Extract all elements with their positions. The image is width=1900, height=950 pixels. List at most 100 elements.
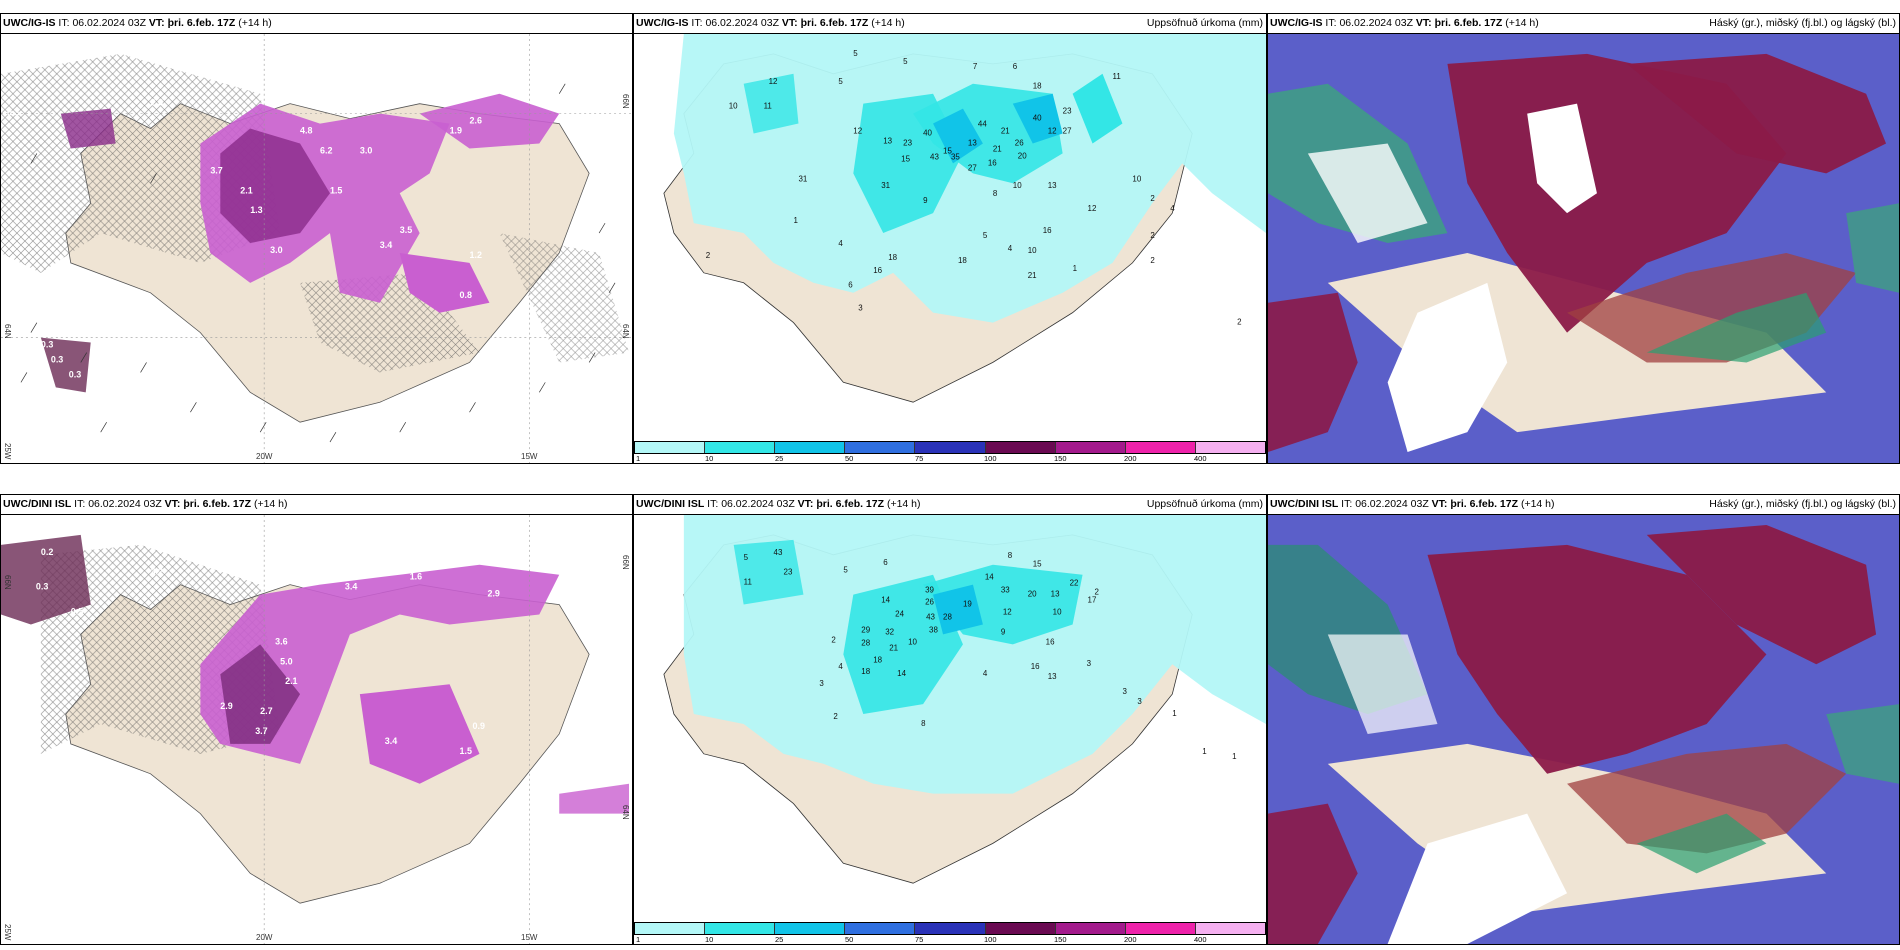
precip-value: 31 — [881, 181, 890, 190]
precip-value: 9 — [923, 196, 928, 205]
wind-value: 3.7 — [210, 165, 222, 175]
precip-value: 22 — [1070, 579, 1079, 588]
lat-label-66n-left: 66N — [3, 575, 12, 590]
precip-value: 10 — [1053, 608, 1062, 617]
precip-value: 40 — [923, 129, 932, 138]
precip-value: 28 — [861, 638, 870, 647]
header-bottom-clouds: UWC/DINI ISL IT: 06.02.2024 03Z VT: þri.… — [1268, 495, 1899, 515]
precip-value: 27 — [1063, 127, 1072, 136]
wind-value: 0.3 — [69, 369, 81, 379]
legend-tick: 25 — [775, 935, 784, 944]
legend-tick: 200 — [1124, 454, 1137, 463]
precip-value: 18 — [861, 667, 870, 676]
precip-value: 14 — [985, 573, 994, 582]
wind-value: 0.3 — [29, 718, 41, 728]
precip-value: 1 — [1172, 709, 1177, 718]
precip-value: 4 — [838, 239, 843, 248]
model-name: UWC/IG-IS — [636, 17, 689, 29]
lon-label-20w: 20W — [256, 933, 273, 942]
legend-tick: 10 — [705, 454, 714, 463]
precip-value: 43 — [774, 548, 783, 557]
precip-value: 16 — [1046, 637, 1055, 646]
precip-value: 4 — [1008, 244, 1013, 253]
header-bottom-wind: UWC/DINI ISL IT: 06.02.2024 03Z VT: þri.… — [1, 495, 632, 515]
precip-value: 7 — [973, 62, 978, 71]
precip-value: 3 — [819, 679, 824, 688]
precip-value: 15 — [1033, 560, 1042, 569]
wind-value: 0.5 — [71, 607, 83, 617]
it-label: IT: — [707, 498, 719, 510]
precip-value: 21 — [1028, 271, 1037, 280]
legend-swatch — [705, 442, 776, 453]
wind-value: 1.6 — [410, 572, 422, 582]
precip-value: 12 — [769, 77, 778, 86]
precip-value: 13 — [1048, 181, 1057, 190]
wind-value: 3.4 — [345, 582, 357, 592]
precip-value: 31 — [798, 174, 807, 183]
legend-swatch — [1125, 442, 1196, 453]
precip-value: 8 — [993, 189, 998, 198]
header-top-precip: UWC/IG-IS IT: 06.02.2024 03Z VT: þri. 6.… — [634, 14, 1266, 34]
panel-bottom-wind: UWC/DINI ISL IT: 06.02.2024 03Z VT: þri.… — [0, 494, 633, 945]
model-name: UWC/IG-IS — [3, 17, 56, 29]
map-top-precip[interactable]: 5 5 7 6 12 11 18 23 5 11 10 12 40 44 21 … — [634, 34, 1266, 441]
vt-value: þri. 6.feb. 17Z — [1434, 17, 1503, 29]
map-top-clouds[interactable] — [1268, 34, 1899, 463]
precip-value: 14 — [881, 596, 890, 605]
wind-value: 1.6 — [611, 595, 623, 605]
panel-top-precip: UWC/IG-IS IT: 06.02.2024 03Z VT: þri. 6.… — [633, 13, 1267, 464]
legend-swatch — [1055, 442, 1126, 453]
precip-value: 13 — [883, 136, 892, 145]
precip-value: 18 — [888, 253, 897, 262]
wind-value: 3.0 — [360, 145, 372, 155]
precip-value: 5 — [983, 231, 988, 240]
legend-bar — [634, 922, 1266, 935]
wind-value: 0.8 — [460, 290, 472, 300]
map-top-wind[interactable]: 0.3 2.3 4.8 6.2 3.7 3.0 1.3 2.1 3.5 3.4 … — [1, 34, 632, 463]
map-bottom-precip[interactable]: 5 6 43 23 5 11 8 15 14 39 14 33 20 13 22… — [634, 515, 1266, 922]
map-bottom-clouds[interactable] — [1268, 515, 1899, 944]
lat-label-66n: 66N — [621, 555, 630, 570]
precip-value: 15 — [901, 154, 910, 163]
precip-value: 1 — [1202, 747, 1207, 756]
legend-swatch — [915, 923, 986, 934]
precip-value: 43 — [930, 152, 939, 161]
precip-value: 2 — [706, 251, 711, 260]
precip-value: 5 — [843, 566, 848, 575]
wind-value: 2.6 — [470, 116, 482, 126]
wind-value: 2.7 — [260, 706, 272, 716]
lat-label-64n: 64N — [621, 805, 630, 820]
precip-value: 2 — [1150, 194, 1155, 203]
precip-value: 20 — [1018, 151, 1027, 160]
precip-value: 16 — [1043, 226, 1052, 235]
precip-value: 16 — [988, 158, 997, 167]
it-value: 06.02.2024 03Z — [72, 17, 146, 29]
header-bottom-precip: UWC/DINI ISL IT: 06.02.2024 03Z VT: þri.… — [634, 495, 1266, 515]
legend-swatch — [845, 923, 916, 934]
legend-tick: 1 — [636, 454, 641, 463]
lon-label-15w: 15W — [521, 933, 538, 942]
legend-swatch — [1055, 923, 1126, 934]
wind-value: 3.7 — [255, 726, 267, 736]
lon-label-20w: 20W — [256, 452, 273, 461]
legend-tick: 150 — [1054, 454, 1067, 463]
precip-value: 10 — [729, 102, 738, 111]
it-label: IT: — [1325, 17, 1337, 29]
precip-value: 8 — [921, 719, 926, 728]
precip-value: 12 — [1088, 204, 1097, 213]
lead-time: (+14 h) — [238, 17, 272, 29]
it-value: 06.02.2024 03Z — [1355, 498, 1429, 510]
lead-time: (+14 h) — [871, 17, 905, 29]
vt-value: þri. 6.feb. 17Z — [183, 498, 252, 510]
wind-value: 0.3 — [7, 108, 19, 118]
legend-tick: 50 — [845, 935, 854, 944]
legend-swatch — [1195, 442, 1265, 453]
wind-value: 6.2 — [320, 145, 332, 155]
wind-value: 1.5 — [460, 746, 472, 756]
wind-value: 3.4 — [385, 736, 397, 746]
precip-value: 5 — [903, 57, 908, 66]
precip-value: 38 — [929, 625, 938, 634]
precip-value: 26 — [1015, 138, 1024, 147]
legend-tick: 400 — [1194, 454, 1207, 463]
map-bottom-wind[interactable]: 0.2 0.3 0.5 3.2 3.4 2.9 2.7 3.7 3.6 5.0 … — [1, 515, 632, 944]
